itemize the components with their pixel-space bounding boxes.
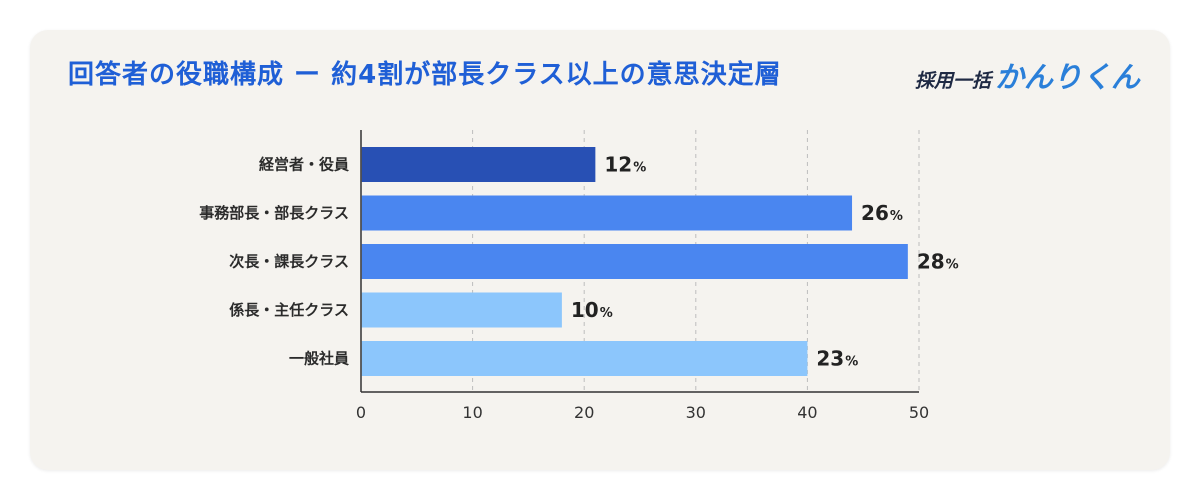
value-label: 28%	[917, 250, 959, 274]
category-label: 事務部長・部長クラス	[199, 204, 349, 222]
value-number: 12	[604, 153, 632, 177]
x-tick-label: 50	[909, 403, 929, 422]
value-labels: 12%26%28%10%23%	[571, 153, 959, 371]
category-label: 経営者・役員	[259, 156, 349, 174]
value-number: 26	[861, 201, 889, 225]
bars	[361, 147, 908, 376]
logo-text-small: 採用一括	[914, 70, 991, 92]
category-label: 次長・課長クラス	[229, 253, 349, 271]
value-number: 10	[571, 298, 599, 322]
value-label: 10%	[571, 298, 613, 322]
category-label: 一般社員	[289, 350, 349, 368]
value-unit: %	[633, 161, 646, 176]
value-number: 23	[816, 347, 844, 371]
value-label: 26%	[861, 201, 903, 225]
chart-title: 回答者の役職構成 ー 約4割が部長クラス以上の意思決定層	[68, 60, 782, 90]
x-tick-label: 40	[797, 403, 817, 422]
x-tick-label: 10	[462, 403, 482, 422]
x-tick-label: 20	[574, 403, 594, 422]
value-number: 28	[917, 250, 945, 274]
bar	[361, 341, 808, 376]
value-label: 23%	[816, 347, 858, 371]
bar	[361, 292, 562, 328]
value-unit: %	[845, 355, 858, 370]
bar	[361, 195, 853, 231]
value-unit: %	[600, 306, 613, 321]
category-label: 係長・主任クラス	[229, 301, 349, 319]
x-tick-label: 30	[686, 403, 706, 422]
bar	[361, 147, 596, 182]
logo-text-large: かんりくん	[994, 60, 1140, 94]
brand-logo: 採用一括 かんりくん	[915, 54, 1140, 96]
x-tick-label: 0	[356, 403, 366, 422]
value-unit: %	[946, 258, 959, 273]
x-tick-labels: 0 10 20 30 40 50	[356, 403, 929, 422]
value-unit: %	[890, 209, 903, 224]
bar	[361, 244, 908, 279]
value-label: 12%	[604, 153, 646, 177]
